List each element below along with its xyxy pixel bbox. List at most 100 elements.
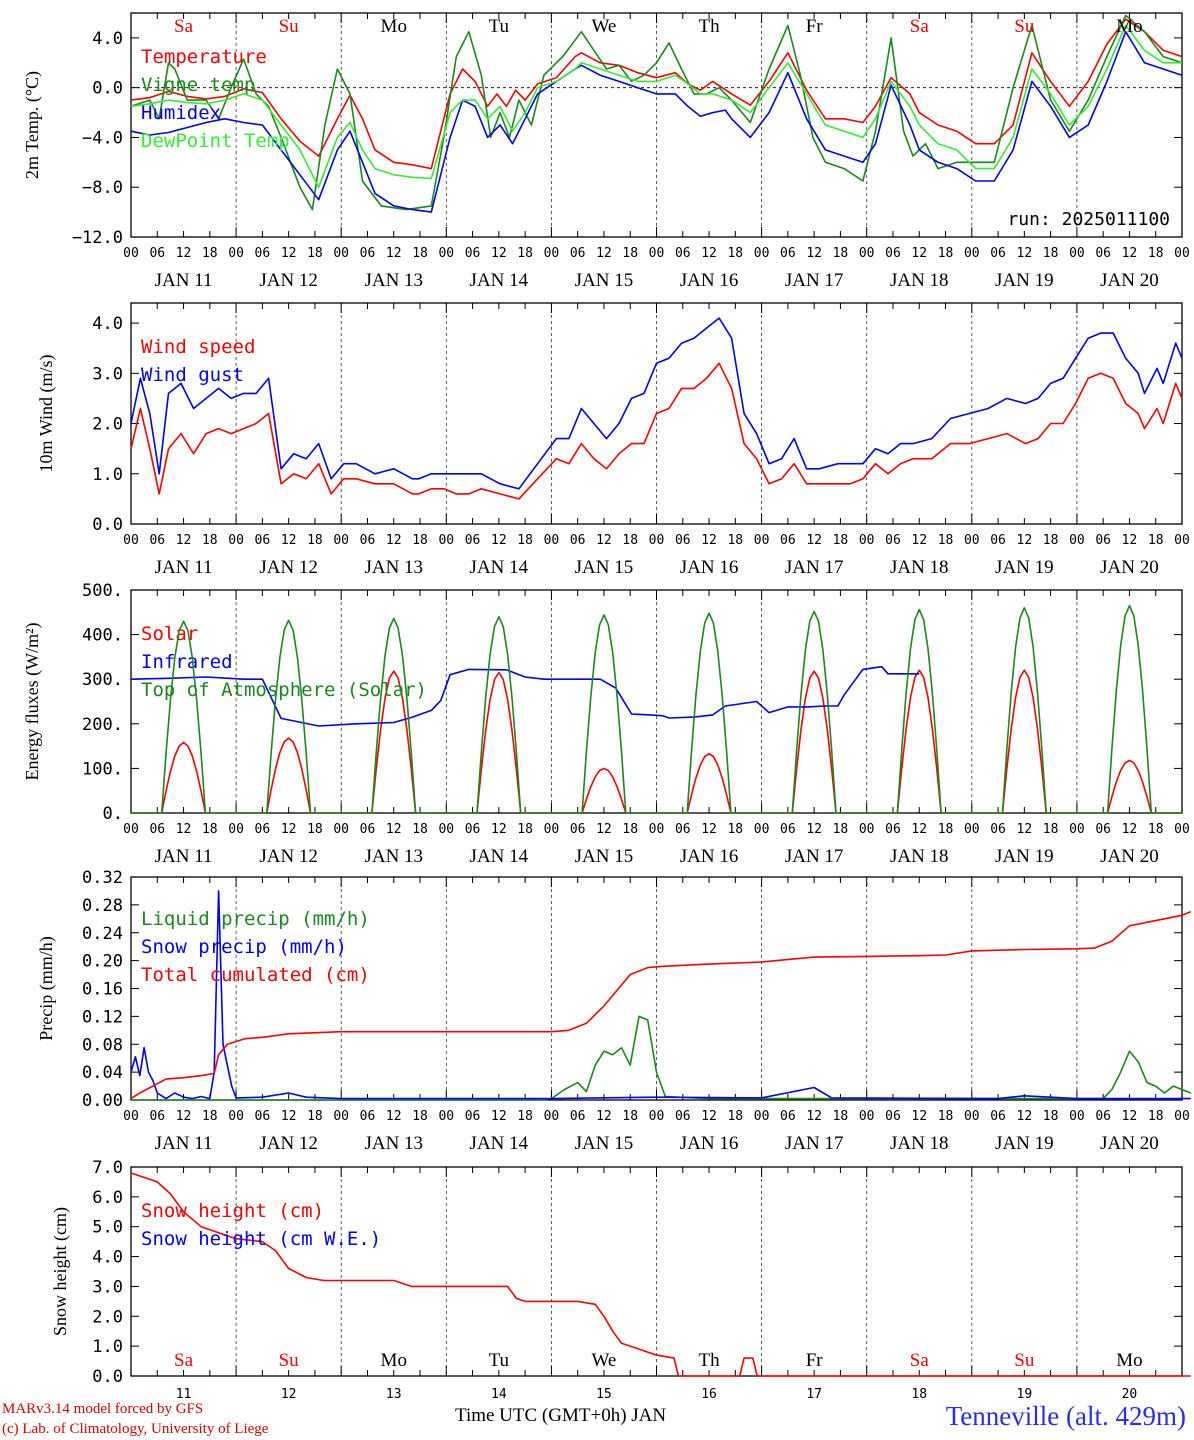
hour-tick-label: 12	[386, 533, 402, 548]
hour-tick-label: 18	[202, 246, 218, 261]
hour-tick-label: 06	[255, 246, 271, 261]
legend-entry: Snow height (cm W.E.)	[141, 1228, 381, 1250]
hour-tick-label: 00	[859, 822, 875, 837]
hour-tick-label: 06	[990, 822, 1006, 837]
day-label: JAN 19	[995, 846, 1054, 867]
day-number-label: 15	[596, 1387, 612, 1402]
hour-tick-label: 18	[517, 822, 533, 837]
hour-tick-label: 12	[281, 822, 297, 837]
hour-tick-label: 18	[938, 822, 954, 837]
y-axis-label: Snow height (cm)	[50, 1207, 71, 1336]
hour-tick-label: 12	[806, 1109, 822, 1124]
day-label: JAN 13	[364, 1133, 423, 1154]
hour-tick-label: 00	[1174, 533, 1190, 548]
hour-tick-label: 06	[780, 822, 796, 837]
hour-tick-label: 12	[176, 822, 192, 837]
hour-tick-label: 06	[780, 1109, 796, 1124]
hour-tick-label: 06	[255, 533, 271, 548]
hour-tick-label: 00	[964, 1109, 980, 1124]
hour-tick-label: 18	[727, 1109, 743, 1124]
day-label: JAN 20	[1100, 270, 1159, 291]
hour-tick-label: 18	[517, 1109, 533, 1124]
hour-tick-label: 06	[1095, 533, 1111, 548]
hour-tick-label: 06	[675, 822, 691, 837]
weekday-label: Su	[1014, 16, 1035, 37]
hour-tick-label: 18	[307, 533, 323, 548]
x-axis-title: Time UTC (GMT+0h) JAN	[455, 1405, 667, 1426]
plot-frame	[130, 12, 1183, 238]
hour-tick-label: 00	[964, 533, 980, 548]
y-tick-label: −4.0	[82, 128, 123, 148]
hour-tick-label: 00	[1069, 533, 1085, 548]
hour-tick-label: 00	[123, 246, 139, 261]
weekday-label: Su	[279, 1350, 300, 1371]
hour-tick-label: 12	[596, 533, 612, 548]
y-tick-label: 0.32	[82, 868, 123, 888]
y-tick-label: 0.12	[82, 1007, 123, 1027]
day-label: JAN 14	[470, 1133, 529, 1154]
day-label: JAN 18	[890, 270, 949, 291]
hour-tick-label: 00	[1174, 822, 1190, 837]
day-label: JAN 16	[680, 846, 739, 867]
hour-tick-label: 18	[938, 533, 954, 548]
hour-tick-label: 18	[202, 822, 218, 837]
y-tick-label: 0.	[103, 804, 123, 824]
hour-tick-label: 12	[491, 1109, 507, 1124]
hour-tick-label: 00	[754, 533, 770, 548]
hour-tick-label: 06	[885, 1109, 901, 1124]
day-label: JAN 11	[155, 270, 213, 291]
day-label: JAN 12	[259, 557, 318, 578]
day-label: JAN 15	[575, 270, 634, 291]
hour-tick-label: 18	[727, 533, 743, 548]
hour-tick-label: 06	[780, 246, 796, 261]
hour-tick-label: 12	[911, 1109, 927, 1124]
hour-tick-label: 12	[386, 822, 402, 837]
hour-tick-label: 06	[990, 533, 1006, 548]
hour-tick-label: 00	[754, 822, 770, 837]
legend-entry: Vigne temp	[141, 74, 255, 96]
y-tick-label: 0.28	[82, 896, 123, 916]
hour-tick-label: 12	[281, 1109, 297, 1124]
hour-tick-label: 12	[281, 246, 297, 261]
weekday-label: Th	[698, 16, 720, 37]
day-number-label: 13	[386, 1387, 402, 1402]
hour-tick-label: 00	[438, 533, 454, 548]
day-label: JAN 15	[575, 557, 634, 578]
weekday-label: Fr	[806, 16, 824, 37]
hour-tick-label: 18	[1043, 1109, 1059, 1124]
day-number-label: 17	[806, 1387, 822, 1402]
day-label: JAN 17	[785, 846, 844, 867]
hour-tick-label: 18	[833, 1109, 849, 1124]
weekday-label: Mo	[1116, 16, 1142, 37]
hour-tick-label: 00	[438, 822, 454, 837]
weekday-label: Fr	[806, 1350, 824, 1371]
hour-tick-label: 18	[727, 246, 743, 261]
hour-tick-label: 06	[885, 822, 901, 837]
hour-tick-label: 12	[1017, 822, 1033, 837]
series-line-dewpoint-temp	[130, 24, 1182, 188]
hour-tick-label: 12	[1017, 1109, 1033, 1124]
y-tick-label: 3.0	[92, 364, 123, 384]
hour-tick-label: 00	[228, 533, 244, 548]
hour-tick-label: 00	[333, 1109, 349, 1124]
day-number-label: 19	[1017, 1387, 1033, 1402]
hour-tick-label: 00	[438, 246, 454, 261]
day-number-label: 11	[176, 1387, 192, 1402]
hour-tick-label: 12	[176, 1109, 192, 1124]
hour-tick-label: 00	[859, 1109, 875, 1124]
hour-tick-label: 00	[228, 822, 244, 837]
hour-tick-label: 06	[885, 533, 901, 548]
hour-tick-label: 12	[701, 533, 717, 548]
hour-tick-label: 06	[360, 246, 376, 261]
series-line-total-cumulated-cm-	[130, 911, 1192, 1100]
hour-tick-label: 18	[1043, 246, 1059, 261]
day-label: JAN 20	[1100, 557, 1159, 578]
weekday-label: Su	[279, 16, 300, 37]
series-line-infrared	[130, 665, 920, 727]
hour-tick-label: 18	[412, 246, 428, 261]
series-line-snow-height-cm-	[130, 1172, 1191, 1377]
day-label: JAN 19	[995, 1133, 1054, 1154]
hour-tick-label: 18	[412, 822, 428, 837]
hour-tick-label: 12	[911, 533, 927, 548]
y-tick-label: 5.0	[92, 1218, 123, 1238]
